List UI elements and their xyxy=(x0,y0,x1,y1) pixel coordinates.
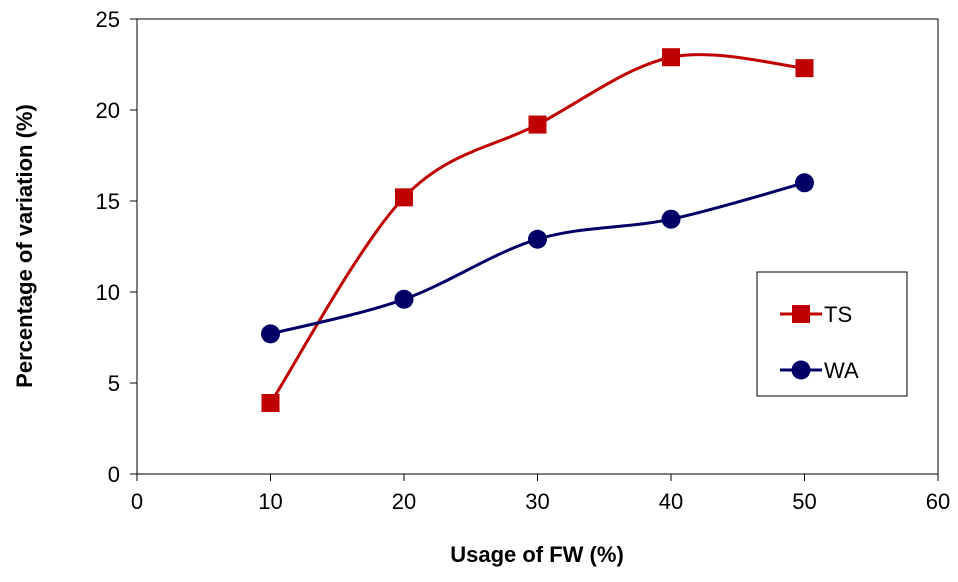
y-axis-title: Percentage of variation (%) xyxy=(12,104,37,388)
series-wa xyxy=(261,173,814,344)
y-tick-label: 0 xyxy=(108,462,120,487)
y-axis: 0 5 10 15 20 25 xyxy=(96,7,137,487)
x-tick-label: 0 xyxy=(131,489,143,514)
legend-label-wa: WA xyxy=(824,358,859,383)
data-point-ts xyxy=(662,48,680,67)
y-tick-label: 10 xyxy=(96,280,120,305)
data-point-ts xyxy=(395,188,413,207)
x-tick-label: 40 xyxy=(659,489,683,514)
series-line-ts xyxy=(269,53,805,404)
y-tick-label: 15 xyxy=(96,189,120,214)
legend-box xyxy=(756,271,908,397)
data-point-ts xyxy=(795,59,814,78)
x-axis-title: Usage of FW (%) xyxy=(450,542,624,567)
data-point-wa xyxy=(528,229,547,249)
data-point-wa xyxy=(795,173,814,193)
data-point-wa xyxy=(261,324,280,344)
data-point-wa xyxy=(394,289,414,309)
data-point-ts xyxy=(261,394,280,413)
series-ts xyxy=(261,48,814,413)
x-tick-label: 60 xyxy=(926,489,950,514)
x-tick-label: 50 xyxy=(792,489,816,514)
series-layer xyxy=(261,48,814,413)
x-axis: 0 10 20 30 40 50 60 xyxy=(131,474,950,514)
y-tick-label: 5 xyxy=(108,371,120,396)
legend-marker-wa xyxy=(791,360,811,380)
data-point-wa xyxy=(661,209,681,229)
x-tick-label: 10 xyxy=(258,489,282,514)
legend: TS WA xyxy=(756,271,908,397)
y-tick-label: 20 xyxy=(96,98,120,123)
legend-marker-ts xyxy=(792,305,810,323)
data-point-ts xyxy=(528,115,547,134)
legend-label-ts: TS xyxy=(824,302,852,327)
x-tick-label: 30 xyxy=(525,489,549,514)
x-tick-label: 20 xyxy=(392,489,416,514)
y-tick-label: 25 xyxy=(96,7,120,32)
